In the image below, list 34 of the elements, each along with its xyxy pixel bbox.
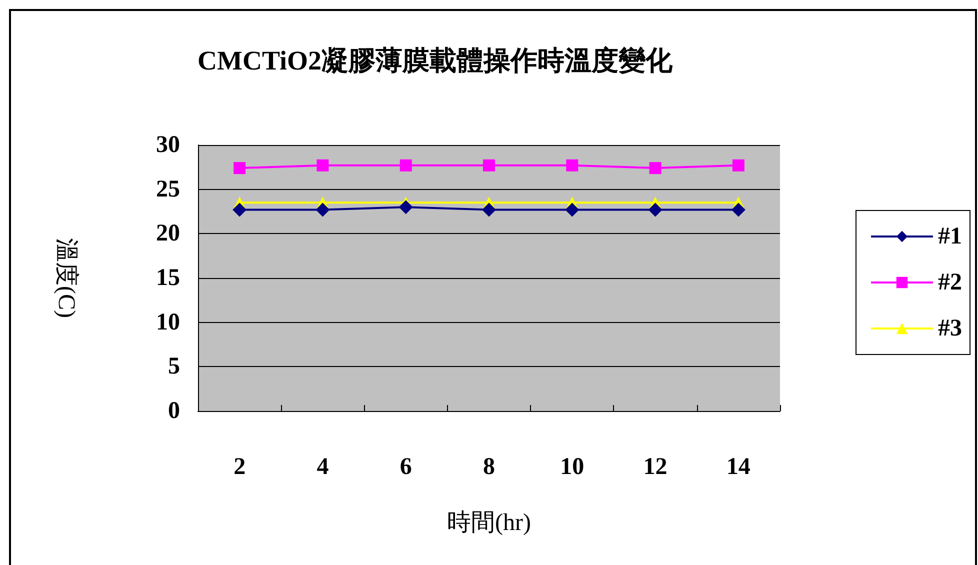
legend-label: #3 [938, 316, 962, 342]
point [649, 162, 662, 174]
point [732, 159, 744, 172]
y-tick-label: 20 [156, 220, 180, 247]
point [398, 200, 413, 214]
y-tick-label: 0 [168, 398, 180, 424]
legend-label: #1 [938, 224, 962, 250]
point [483, 159, 495, 172]
x-tick-label: 6 [400, 454, 412, 480]
y-tick-label: 25 [156, 176, 180, 202]
point [316, 159, 329, 172]
x-tick-label: 10 [560, 454, 584, 480]
x-axis-title: 時間(hr) [447, 510, 531, 536]
point [566, 159, 578, 172]
point [482, 202, 496, 217]
point [648, 202, 662, 217]
legend-label: #2 [938, 270, 962, 296]
x-tick-label: 4 [316, 454, 329, 480]
y-tick-label: 30 [156, 132, 180, 158]
y-tick-label: 5 [168, 354, 180, 380]
x-tick-label: 14 [726, 454, 750, 480]
point [400, 159, 412, 172]
point [232, 202, 247, 217]
x-tick-label: 8 [483, 454, 495, 480]
point [731, 202, 746, 217]
x-tick-label: 12 [643, 454, 668, 480]
point [565, 202, 580, 217]
y-axis-title: 溫度(C) [53, 238, 80, 318]
y-tick-label: 15 [156, 265, 180, 291]
chart-title: CMCTiO2凝膠薄膜載體操作時溫度變化 [197, 46, 674, 76]
x-tick-label: 2 [234, 454, 246, 480]
point [316, 202, 330, 217]
point [234, 162, 246, 174]
y-tick-label: 10 [156, 309, 180, 336]
